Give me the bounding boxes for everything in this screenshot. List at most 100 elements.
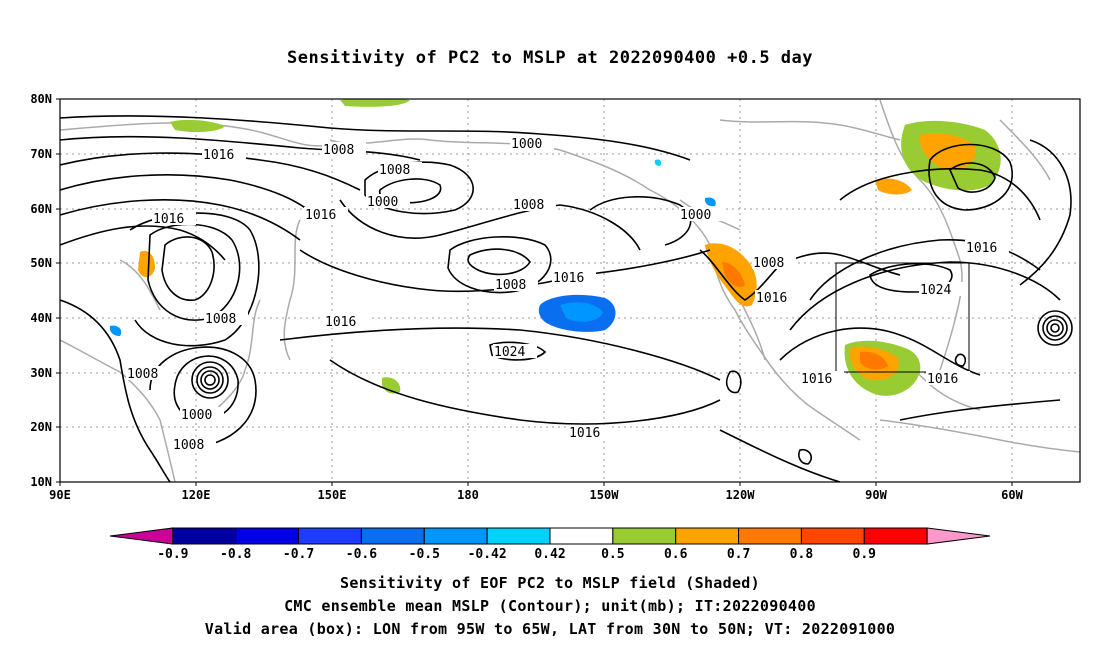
svg-text:1008: 1008: [379, 163, 410, 178]
lon-tick-label: 60W: [1001, 488, 1023, 502]
mslp-contours: [60, 115, 1073, 482]
lat-tick-label: 80N: [30, 92, 52, 106]
colorbar-labels: -0.9 -0.8 -0.7 -0.6 -0.5 -0.42 0.42 0.5 0.6 0.7 0.…: [157, 547, 876, 562]
valid-area-box: [835, 262, 970, 373]
caption-line-1: Sensitivity of EOF PC2 to MSLP field (Sh…: [340, 574, 760, 592]
lon-tick-label: 150W: [590, 488, 620, 502]
contour-label: 1008: [126, 366, 170, 382]
colorbar-tick-label: -0.5: [409, 547, 440, 562]
contour-label: 1008: [378, 162, 422, 178]
svg-text:1016: 1016: [325, 315, 356, 330]
svg-text:1016: 1016: [305, 208, 336, 223]
colorbar-tick-label: 0.6: [664, 547, 688, 562]
lat-tick-label: 40N: [30, 311, 52, 325]
colorbar-box: [675, 527, 740, 545]
svg-text:1016: 1016: [927, 372, 958, 387]
contour-label: 1000: [679, 207, 723, 223]
colorbar-tick-label: 0.8: [790, 547, 814, 562]
colorbar-tick-label: -0.42: [468, 547, 507, 562]
contour-label: 1000: [366, 194, 410, 210]
colorbar-arrow-low: [109, 527, 174, 545]
colorbar-tick-label: 0.42: [534, 547, 565, 562]
contour-label: 1016: [755, 290, 799, 306]
contour-label: 1008: [752, 255, 796, 271]
colorbar-tick-label: 0.9: [853, 547, 876, 562]
svg-text:1016: 1016: [153, 212, 184, 227]
contour-label: 1008: [172, 437, 216, 453]
caption-line-3: Valid area (box): LON from 95W to 65W, L…: [204, 620, 896, 638]
contour-label: 1016: [568, 425, 612, 441]
colorbar-box: [423, 527, 488, 545]
colorbar-box: [738, 527, 802, 545]
svg-text:1008: 1008: [205, 312, 236, 327]
contour-label: 1016: [965, 240, 1009, 256]
lon-tick-label: 90E: [49, 488, 71, 502]
contour-label: 1016: [552, 270, 596, 286]
colorbar-tick-label: 0.7: [727, 547, 750, 562]
colorbar-tick-label: -0.8: [220, 547, 251, 562]
contour-label: 1016: [152, 211, 196, 227]
colorbar-box: [863, 527, 928, 545]
contour-label: 1008: [494, 277, 538, 293]
svg-text:1016: 1016: [801, 372, 832, 387]
svg-text:1000: 1000: [511, 137, 542, 152]
lon-tick-label: 120W: [726, 488, 756, 502]
lon-tick-label: 120E: [182, 488, 211, 502]
lat-tick-label: 50N: [30, 256, 52, 270]
contour-label: 1000: [180, 407, 224, 423]
svg-text:1016: 1016: [553, 271, 584, 286]
svg-text:1008: 1008: [323, 143, 354, 158]
svg-text:1008: 1008: [127, 367, 158, 382]
lat-tick-label: 20N: [30, 420, 52, 434]
contour-label: 1016: [926, 371, 970, 387]
colorbar-box: [612, 527, 677, 545]
colorbar: [109, 527, 991, 545]
sensitivity-shading: [109, 99, 1001, 396]
contour-label: 1016: [304, 207, 348, 223]
svg-text:1000: 1000: [181, 408, 212, 423]
contour-label: 1008: [512, 197, 556, 213]
colorbar-box: [172, 527, 237, 545]
colorbar-box: [486, 527, 551, 545]
svg-text:1000: 1000: [680, 208, 711, 223]
map-title: Sensitivity of PC2 to MSLP at 2022090400…: [286, 48, 813, 68]
contour-value-labels: 1016 1008 1000 1008 1000 1016 1008 1000 …: [126, 136, 1009, 453]
contour-label: 1016: [202, 147, 246, 163]
svg-text:1016: 1016: [203, 148, 234, 163]
contour-label: 1016: [800, 371, 844, 387]
svg-text:1008: 1008: [513, 198, 544, 213]
contour-label: 1000: [510, 136, 554, 152]
colorbar-box: [298, 527, 362, 545]
caption-line-2: CMC ensemble mean MSLP (Contour); unit(m…: [284, 597, 816, 615]
colorbar-tick-label: -0.7: [283, 547, 314, 562]
svg-text:1016: 1016: [966, 241, 997, 256]
svg-text:1008: 1008: [495, 278, 526, 293]
colorbar-tick-label: -0.9: [157, 547, 188, 562]
lat-tick-label: 30N: [30, 366, 52, 380]
lat-tick-label: 10N: [30, 475, 52, 489]
lat-tick-label: 60N: [30, 202, 52, 216]
colorbar-tick-label: 0.5: [601, 547, 624, 562]
colorbar-box: [235, 527, 300, 545]
contour-label: 1008: [204, 311, 248, 327]
svg-text:1016: 1016: [756, 291, 787, 306]
lon-tick-label: 180: [457, 488, 479, 502]
svg-text:1016: 1016: [569, 426, 600, 441]
lat-tick-label: 70N: [30, 147, 52, 161]
colorbar-box: [800, 527, 865, 545]
svg-text:1024: 1024: [494, 345, 525, 360]
colorbar-tick-label: -0.6: [346, 547, 377, 562]
colorbar-box: [360, 527, 425, 545]
contour-label: 1024: [919, 282, 963, 298]
svg-text:1024: 1024: [920, 283, 951, 298]
svg-text:1000: 1000: [367, 195, 398, 210]
svg-text:1008: 1008: [753, 256, 784, 271]
contour-label: 1008: [322, 142, 366, 158]
contour-label: 1024: [493, 344, 537, 360]
colorbar-box: [549, 527, 614, 545]
contour-label: 1016: [324, 314, 368, 330]
colorbar-arrow-high: [926, 527, 991, 545]
lon-tick-label: 150E: [318, 488, 347, 502]
lon-tick-label: 90W: [865, 488, 887, 502]
